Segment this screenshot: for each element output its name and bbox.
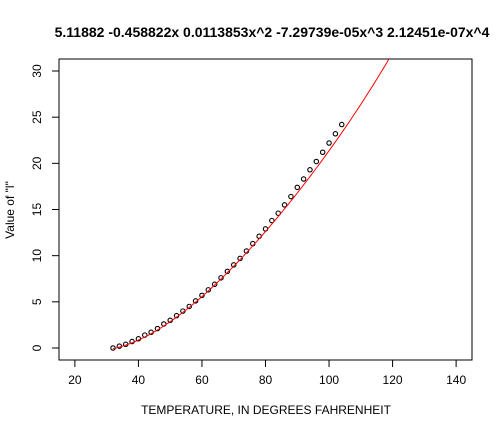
x-tick-label: 100	[319, 373, 339, 387]
x-tick-label: 120	[383, 373, 403, 387]
data-point	[224, 268, 231, 275]
x-tick-label: 20	[68, 373, 82, 387]
plot-frame	[58, 58, 473, 361]
data-point	[307, 167, 313, 173]
y-axis: 0 5 10 15 20 25 30	[30, 64, 60, 351]
data-point	[300, 176, 307, 182]
data-point	[281, 202, 288, 208]
y-tick-label: 0	[30, 344, 44, 351]
data-point	[230, 262, 237, 268]
y-tick-label: 10	[30, 249, 44, 263]
data-point	[192, 298, 199, 304]
x-axis: 20 40 60 80 100 120 140	[68, 359, 466, 387]
data-point	[269, 217, 275, 224]
x-tick-label: 80	[259, 373, 273, 387]
data-point	[288, 193, 294, 200]
data-point	[205, 287, 212, 293]
chart-title: 5.11882 -0.458822x 0.0113853x^2 -7.29739…	[55, 24, 490, 40]
data-point	[237, 255, 243, 262]
data-point	[332, 131, 339, 137]
data-point	[294, 184, 301, 191]
x-tick-label: 140	[446, 373, 466, 387]
x-tick-label: 40	[132, 373, 146, 387]
y-tick-label: 20	[30, 156, 44, 170]
y-tick-label: 25	[30, 110, 44, 124]
data-point	[313, 158, 320, 165]
data-point	[326, 140, 332, 146]
data-point	[186, 303, 193, 310]
data-point	[199, 292, 205, 299]
y-tick-label: 5	[30, 298, 44, 305]
fit-curve	[112, 59, 390, 350]
x-tick-label: 60	[195, 373, 209, 387]
y-axis-label: Value of "l"	[3, 181, 17, 239]
data-point	[338, 121, 345, 128]
data-point	[218, 275, 224, 281]
data-point	[319, 149, 326, 156]
plot-area	[110, 59, 390, 351]
y-tick-label: 15	[30, 203, 44, 217]
y-tick-label: 30	[30, 64, 44, 78]
x-axis-label: TEMPERATURE, IN DEGREES FAHRENHEIT	[141, 403, 391, 417]
data-point	[211, 281, 218, 288]
